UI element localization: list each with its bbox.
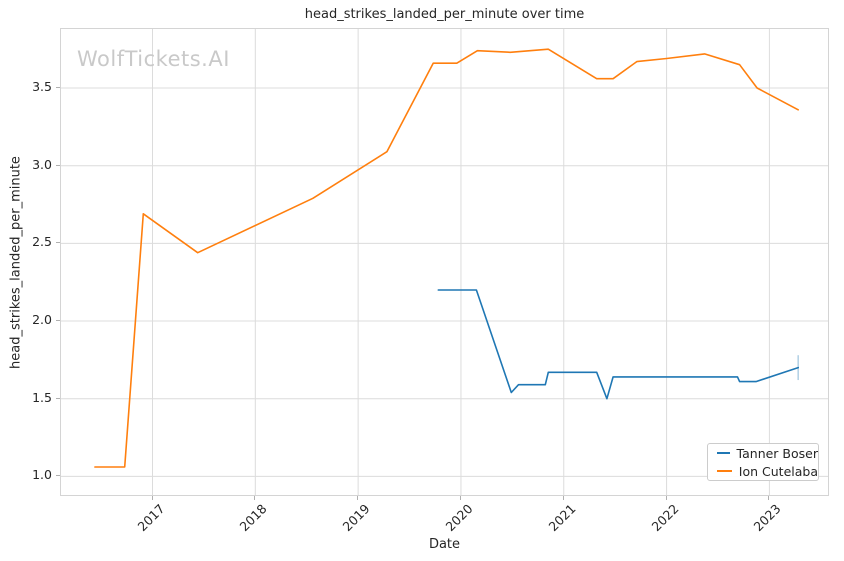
y-tick-mark: [56, 475, 60, 477]
y-tick-mark: [56, 242, 60, 244]
y-tick-mark: [56, 320, 60, 322]
legend-item-tanner-boser: Tanner Boser: [708, 446, 818, 461]
y-tick-label: 2.5: [32, 234, 52, 250]
legend-item-ion-cutelaba: Ion Cutelaba: [708, 464, 818, 479]
y-tick-label: 2.0: [32, 312, 52, 328]
y-tick-label: 3.0: [32, 156, 52, 172]
x-tick-mark: [768, 496, 770, 500]
x-tick-mark: [562, 496, 564, 500]
plot-area: WolfTickets.AI: [60, 28, 829, 496]
legend-label: Ion Cutelaba: [738, 463, 818, 479]
x-tick-mark: [665, 496, 667, 500]
y-tick-label: 1.5: [32, 389, 52, 405]
y-tick-label: 1.0: [32, 467, 52, 483]
x-axis-label: Date: [428, 537, 461, 552]
watermark: WolfTickets.AI: [77, 47, 230, 71]
plot-canvas: [61, 29, 828, 495]
x-tick-mark: [459, 496, 461, 500]
y-tick-mark: [56, 87, 60, 89]
y-tick-mark: [56, 397, 60, 399]
chart-title: head_strikes_landed_per_minute over time: [304, 7, 585, 22]
y-tick-label: 3.5: [32, 79, 52, 95]
x-tick-mark: [151, 496, 153, 500]
legend: Tanner Boser Ion Cutelaba: [707, 443, 819, 481]
y-axis-label: head_strikes_landed_per_minute: [8, 156, 24, 369]
legend-label: Tanner Boser: [736, 445, 818, 461]
legend-line-swatch-orange: [717, 470, 732, 472]
y-tick-mark: [56, 164, 60, 166]
legend-line-swatch-blue: [717, 452, 730, 454]
x-tick-mark: [254, 496, 256, 500]
x-tick-mark: [357, 496, 359, 500]
